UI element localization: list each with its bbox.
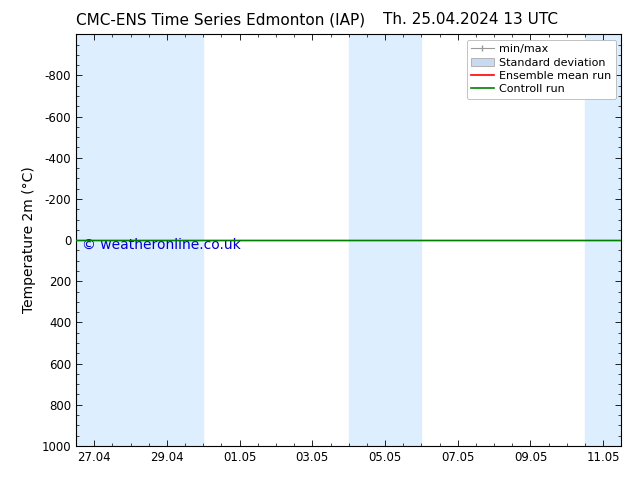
Legend: min/max, Standard deviation, Ensemble mean run, Controll run: min/max, Standard deviation, Ensemble me…: [467, 40, 616, 99]
Bar: [131, 34, 204, 446]
Bar: [585, 34, 621, 446]
Bar: [76, 34, 131, 446]
Y-axis label: Temperature 2m (°C): Temperature 2m (°C): [22, 167, 36, 314]
Text: © weatheronline.co.uk: © weatheronline.co.uk: [82, 238, 240, 252]
Bar: [349, 34, 422, 446]
Text: CMC-ENS Time Series Edmonton (IAP): CMC-ENS Time Series Edmonton (IAP): [76, 12, 365, 27]
Text: Th. 25.04.2024 13 UTC: Th. 25.04.2024 13 UTC: [383, 12, 558, 27]
